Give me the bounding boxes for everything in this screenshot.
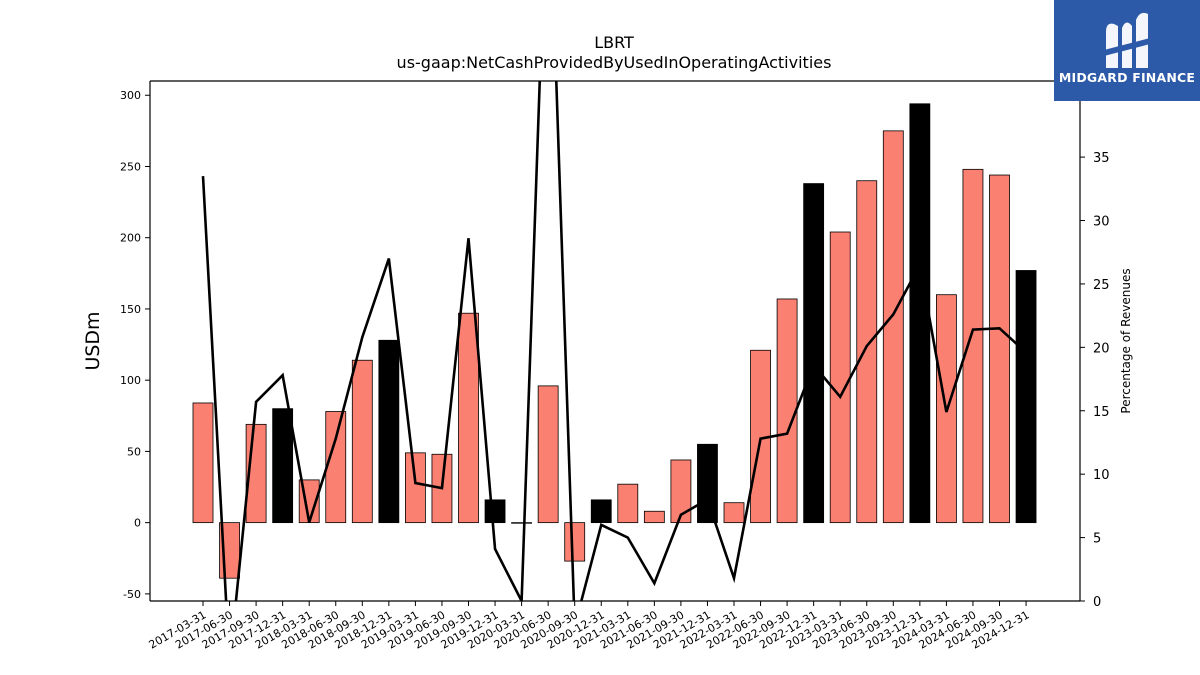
y-tick-label: 50: [127, 445, 141, 458]
y-axis-label: USDm: [82, 311, 104, 370]
y-tick-label-right: 30: [1093, 215, 1110, 230]
axes: [149, 80, 1081, 602]
bar-2024-12-31: [1015, 270, 1037, 524]
ratio-line: [201, 81, 1027, 601]
y-tick-label: -50: [123, 588, 141, 601]
y-tick-label: 100: [120, 374, 141, 387]
bar-2019-12-31: [484, 499, 506, 524]
bar-2021-06-30: [643, 510, 665, 524]
bar-2018-09-30: [351, 359, 373, 524]
bar-2017-03-31: [192, 402, 214, 524]
y-tick-label: 150: [120, 303, 141, 316]
y-tick-label-right: 35: [1093, 151, 1110, 166]
logo-text: MIDGARD FINANCE: [1058, 70, 1196, 85]
bar-2021-12-31: [697, 443, 718, 524]
y-tick-label-right: 15: [1093, 405, 1110, 420]
y-tick-label: 300: [120, 89, 141, 102]
bar-2024-09-30: [989, 174, 1010, 524]
bar-2021-03-31: [617, 483, 639, 524]
bar-2019-09-30: [458, 312, 479, 524]
bars: [192, 103, 1037, 579]
y-tick-label-right: 25: [1093, 278, 1110, 293]
bar-2018-06-30: [325, 411, 347, 524]
y-tick-label-right: 20: [1093, 341, 1110, 356]
y-ticks-right: 0510152025303540: [1080, 88, 1110, 610]
bar-2023-09-30: [882, 130, 904, 524]
bar-2024-06-30: [962, 168, 984, 524]
bar-2022-12-31: [803, 183, 825, 524]
y-ticks-left: -50 0 50 100 150 200 250 300: [120, 89, 150, 601]
y-tick-label: 0: [134, 517, 141, 530]
bar-2022-09-30: [776, 298, 798, 524]
x-ticks: 2017-03-312017-06-302017-09-302017-12-31…: [147, 601, 1032, 652]
chart-title: LBRT: [594, 33, 634, 52]
y-tick-label-right: 5: [1093, 532, 1101, 547]
bar-2020-06-30: [537, 385, 559, 524]
bar-2017-12-31: [272, 408, 294, 524]
bar-2023-06-30: [856, 180, 878, 524]
y-tick-label-right: 10: [1093, 468, 1110, 483]
y-tick-label: 200: [120, 232, 141, 245]
y-tick-label-right: 0: [1093, 595, 1101, 610]
y-axis-label-right: Percentage of Revenues: [1119, 268, 1133, 413]
ratio-line-layer: [201, 81, 1027, 601]
bar-2020-09-30: [564, 522, 586, 562]
bar-2021-09-30: [670, 459, 692, 524]
bar-2023-03-31: [829, 231, 851, 524]
bar-2018-12-31: [378, 339, 400, 524]
bar-2022-03-31: [723, 502, 745, 524]
bar-2020-03-31: [511, 522, 533, 524]
bar-2019-03-31: [404, 452, 426, 524]
bar-2020-12-31: [590, 499, 612, 524]
midgard-finance-logo: MIDGARD FINANCE: [1054, 0, 1200, 101]
midgard-logo-icon: [1104, 12, 1150, 68]
bar-2023-12-31: [909, 103, 931, 524]
chart-subtitle: us-gaap:NetCashProvidedByUsedInOperating…: [397, 53, 832, 72]
y-tick-label: 250: [120, 160, 141, 173]
